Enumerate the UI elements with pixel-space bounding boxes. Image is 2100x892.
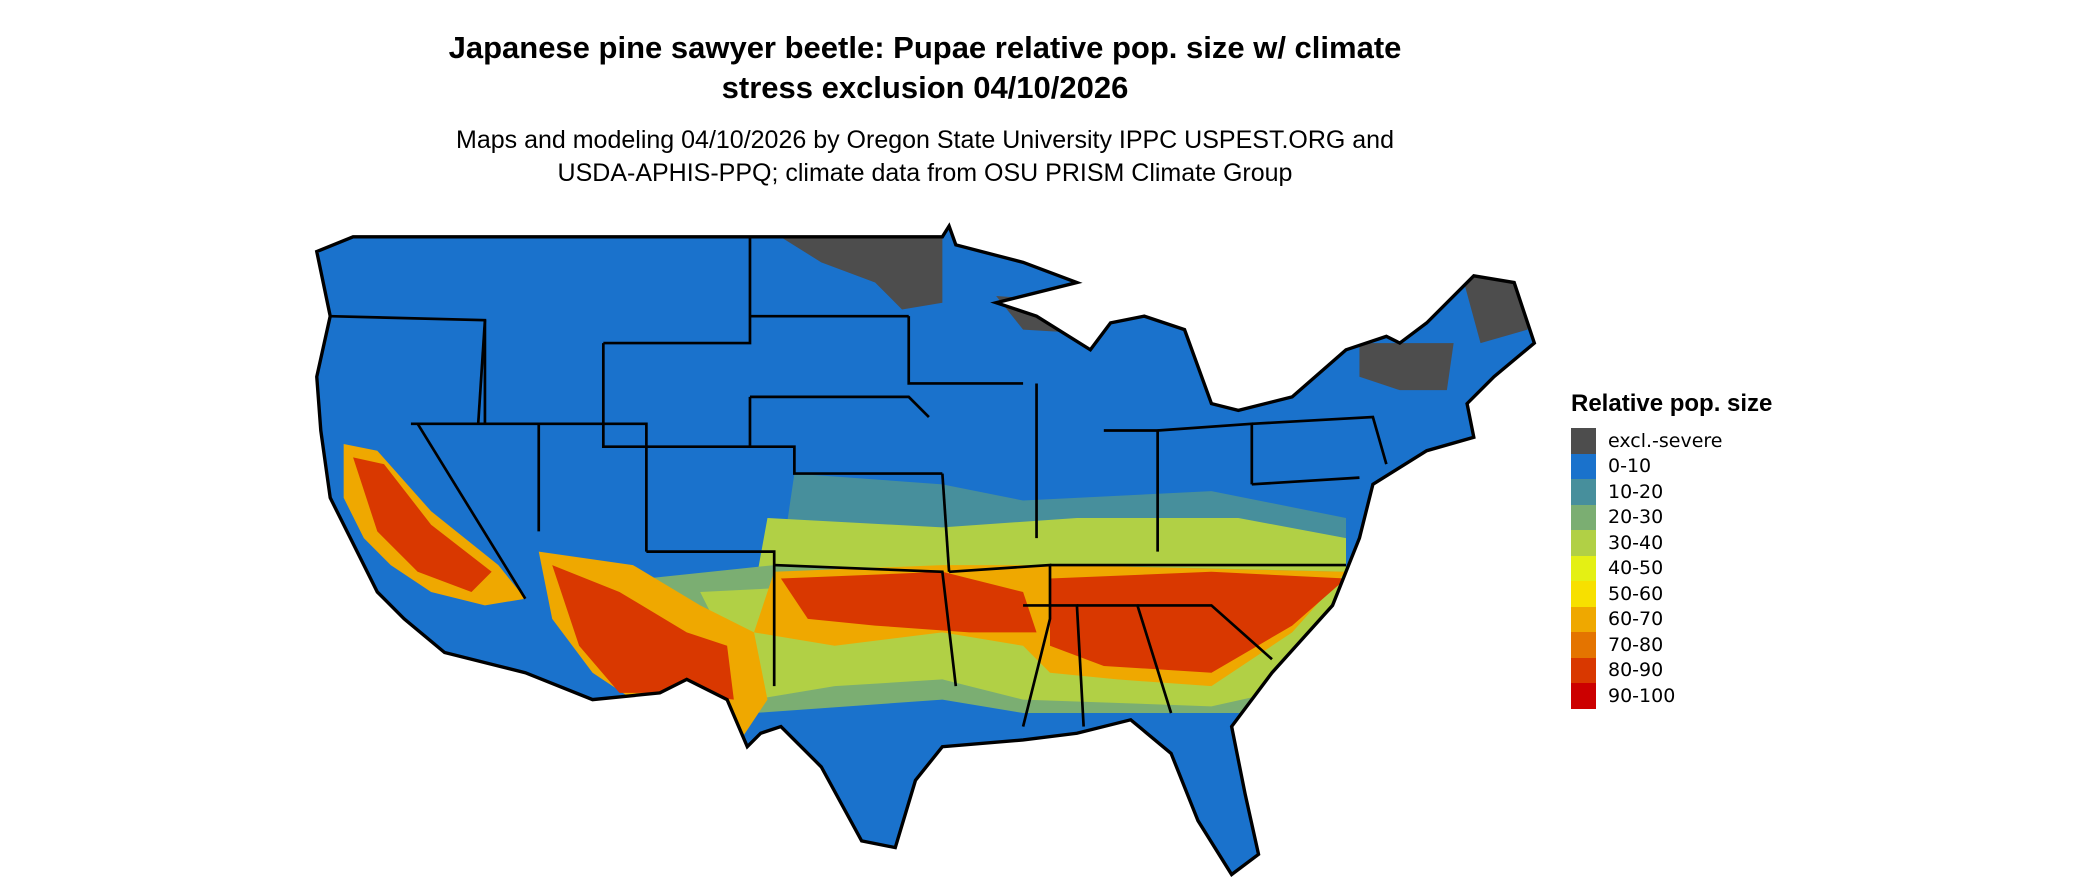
zone-excl-minnesota <box>767 228 943 310</box>
legend-item: 40-50 <box>1571 555 1772 581</box>
legend-label: 60-70 <box>1608 608 1664 631</box>
legend-item: 50-60 <box>1571 581 1772 607</box>
legend-label: 0-10 <box>1608 455 1652 478</box>
legend-item: excl.-severe <box>1571 428 1772 454</box>
legend-item: 30-40 <box>1571 530 1772 556</box>
zone-80-90-ok-ar <box>780 571 1037 633</box>
legend-label: 80-90 <box>1608 659 1664 682</box>
legend-item: 60-70 <box>1571 606 1772 632</box>
map-subtitle-line-2: USDA-APHIS-PPQ; climate data from OSU PR… <box>557 159 1293 187</box>
legend-label: excl.-severe <box>1608 429 1723 452</box>
legend-item: 20-30 <box>1571 504 1772 530</box>
legend-title: Relative pop. size <box>1571 390 1773 417</box>
state-borders <box>330 235 1388 727</box>
legend-swatch <box>1571 683 1596 709</box>
legend-swatch <box>1571 453 1596 479</box>
zone-80-90-california <box>353 457 492 592</box>
legend-swatch <box>1571 581 1596 607</box>
legend-label: 10-20 <box>1608 480 1664 503</box>
map-title-line-2: stress exclusion 04/10/2026 <box>721 70 1129 105</box>
legend-swatch <box>1571 632 1596 658</box>
legend-label: 30-40 <box>1608 531 1664 554</box>
zone-80-90-southeast <box>1050 571 1346 673</box>
map-subtitle-line-1: Maps and modeling 04/10/2026 by Oregon S… <box>456 126 1394 154</box>
legend: Relative pop. size excl.-severe 0-10 10-20… <box>1571 390 1772 709</box>
legend-item: 80-90 <box>1571 657 1772 683</box>
zone-excl-maine <box>1460 269 1528 344</box>
legend-label: 40-50 <box>1608 557 1664 580</box>
legend-item: 70-80 <box>1571 632 1772 658</box>
map-title-line-1: Japanese pine sawyer beetle: Pupae relat… <box>448 30 1402 65</box>
legend-label: 70-80 <box>1608 633 1664 656</box>
legend-item: 10-20 <box>1571 479 1772 505</box>
legend-item: 90-100 <box>1571 683 1772 709</box>
zone-excl-new-england <box>1359 343 1454 391</box>
legend-item: 0-10 <box>1571 453 1772 479</box>
legend-label: 50-60 <box>1608 582 1664 605</box>
legend-swatch <box>1571 530 1596 556</box>
zone-80-90-southwest <box>552 565 734 700</box>
legend-swatch <box>1571 479 1596 505</box>
legend-items: excl.-severe 0-10 10-20 20-30 30-40 40-50 50-6… <box>1571 428 1772 709</box>
legend-swatch <box>1571 504 1596 530</box>
legend-swatch <box>1571 428 1596 454</box>
legend-swatch <box>1571 555 1596 581</box>
legend-swatch <box>1571 606 1596 632</box>
legend-label: 20-30 <box>1608 506 1664 529</box>
legend-swatch <box>1571 657 1596 683</box>
legend-label: 90-100 <box>1608 684 1676 707</box>
